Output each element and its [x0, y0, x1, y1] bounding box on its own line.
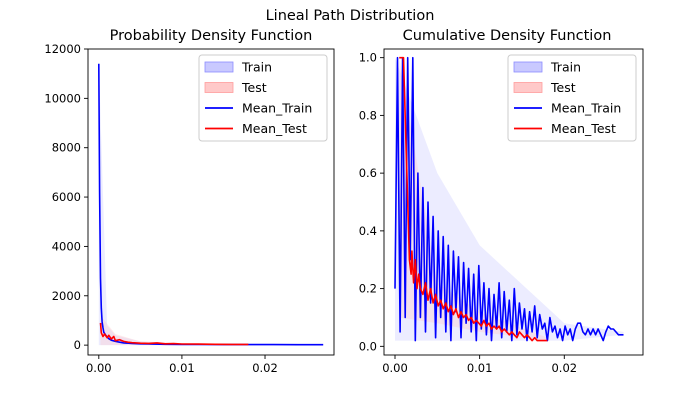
cdf-legend-label: Test — [550, 80, 576, 95]
pdf-xtick-label: 0.02 — [252, 361, 278, 375]
pdf-legend-swatch-train — [204, 61, 234, 73]
cdf-ytick-label: 1.0 — [359, 51, 377, 65]
pdf-axes-frame — [87, 48, 335, 356]
cdf-title: Cumulative Density Function — [403, 28, 612, 44]
pdf-ytick-label: 12000 — [44, 42, 81, 56]
cdf-ytick-label: 0.0 — [359, 339, 377, 353]
pdf-ytick-label: 6000 — [52, 190, 81, 204]
cdf-xtick-label: 0.00 — [382, 361, 408, 375]
cdf-legend-swatch-test — [513, 82, 543, 93]
pdf-title: Probability Density Function — [110, 28, 313, 44]
pdf-ytick-label: 10000 — [44, 91, 81, 105]
cdf-legend-label: Mean_Test — [551, 121, 616, 136]
cdf-band-test — [399, 57, 548, 341]
pdf-ytick-label: 0 — [74, 338, 81, 352]
cdf-xtick-label: 0.01 — [467, 361, 493, 375]
cdf-ytick-label: 0.6 — [359, 166, 377, 180]
cdf-line-mean-train — [394, 56, 624, 342]
pdf-legend-label: Test — [241, 80, 267, 95]
cdf-legend-label: Mean_Train — [551, 101, 621, 116]
pdf-legend-swatch-test — [204, 82, 234, 93]
figure-suptitle: Lineal Path Distribution — [266, 8, 435, 24]
pdf-xtick-label: 0.00 — [86, 361, 112, 375]
pdf-ytick-label: 8000 — [52, 141, 81, 155]
cdf-panel: Cumulative Density Function 0.00 0.01 0.02… — [359, 28, 644, 375]
cdf-axes-frame — [383, 48, 644, 356]
pdf-legend-label: Mean_Train — [242, 101, 312, 116]
cdf-ytick-label: 0.4 — [359, 224, 377, 238]
cdf-legend-swatch-train — [513, 61, 543, 73]
cdf-xtick-label: 0.02 — [551, 361, 577, 375]
cdf-plot-area: 0.00 0.01 0.02 0.0 0.2 0.4 0.6 0.8 1.0 — [359, 48, 644, 375]
pdf-legend: Train Test Mean_Train Mean_Test — [198, 54, 328, 142]
cdf-legend: Train Test Mean_Train Mean_Test — [507, 54, 637, 142]
cdf-line-mean-test — [399, 56, 548, 342]
pdf-line-mean-test — [99, 322, 249, 346]
cdf-ytick-label: 0.8 — [359, 108, 377, 122]
cdf-ytick-label: 0.2 — [359, 282, 377, 296]
pdf-panel: Probability Density Function 0.00 0.01 0.0… — [44, 28, 335, 375]
pdf-xtick-label: 0.01 — [169, 361, 195, 375]
pdf-legend-label: Train — [241, 60, 272, 75]
pdf-ytick-label: 4000 — [52, 239, 81, 253]
pdf-plot-area: 0.00 0.01 0.02 0 2000 4000 6000 8000 10000 12000 — [44, 42, 335, 375]
cdf-legend-label: Train — [550, 60, 581, 75]
pdf-ytick-label: 2000 — [52, 289, 81, 303]
cdf-legend-box — [507, 54, 637, 142]
pdf-legend-label: Mean_Test — [242, 121, 307, 136]
pdf-legend-box — [198, 54, 328, 142]
